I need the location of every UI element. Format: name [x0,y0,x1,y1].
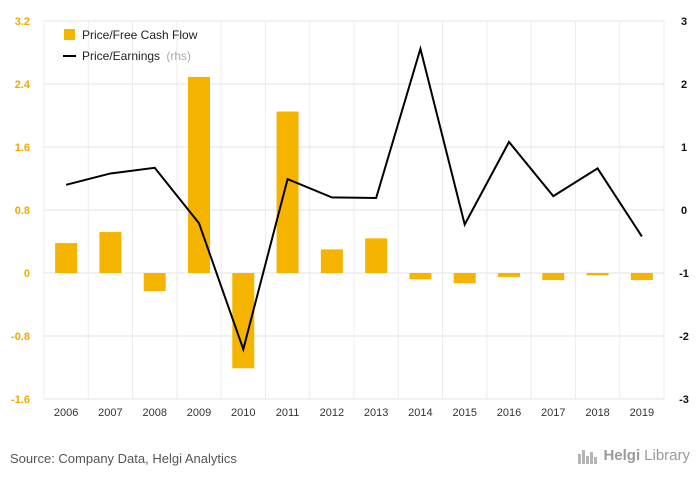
y-right-tick-label: 0 [681,205,687,217]
bar-2019 [630,273,653,281]
y-right-tick-label: 3 [681,16,687,28]
x-tick-label: 2016 [497,407,521,419]
y-left-axis: 3.2 2.4 1.6 0.8 0 -0.8 -1.6 [11,16,31,406]
bar-2017 [542,273,565,281]
bar-2011 [276,111,299,273]
legend-swatch-price-fcf [64,29,75,40]
bar-2006 [55,243,78,273]
y-right-axis: 3 2 1 0 -1 -2 -3 [679,16,689,406]
helgi-library-logo: Helgi Library [577,447,690,464]
x-tick-label: 2007 [98,407,122,419]
y-left-tick-label: 3.2 [15,16,30,28]
source-note: Source: Company Data, Helgi Analytics [10,451,237,466]
bar-2015 [453,273,476,284]
legend: Price/Free Cash Flow Price/Earnings (rhs… [63,28,198,63]
y-right-tick-label: 1 [681,142,687,154]
y-left-tick-label: 0.8 [15,205,30,217]
y-left-tick-label: 2.4 [15,79,31,91]
city-skyline-icon [578,449,598,464]
y-right-tick-label: -2 [679,331,689,343]
x-tick-label: 2009 [187,407,211,419]
y-left-tick-label: -0.8 [11,331,30,343]
x-tick-label: 2019 [630,407,654,419]
logo-text-a: Helgi [603,447,641,464]
bar-2008 [143,273,166,292]
line-path-price-earnings [65,44,643,353]
x-tick-label: 2015 [452,407,476,419]
logo-text-b: Library [644,447,690,464]
grid-lines [43,20,665,400]
y-right-tick-label: -1 [679,268,689,280]
bar-2018 [586,273,609,276]
x-tick-label: 2017 [541,407,565,419]
bar-2009 [188,76,210,273]
legend-label-price-fcf: Price/Free Cash Flow [82,28,198,42]
bar-2007 [99,232,122,273]
y-left-tick-label: -1.6 [11,394,30,406]
y-right-tick-label: -3 [679,394,689,406]
x-axis: 2006 2007 2008 2009 2010 2011 2012 2013 2014 2015… [54,407,654,419]
x-tick-label: 2018 [585,407,609,419]
x-tick-label: 2012 [320,407,344,419]
y-left-tick-label: 0 [24,268,30,280]
x-tick-label: 2014 [408,407,432,419]
bar-2014 [409,273,432,280]
bar-2013 [365,238,388,273]
bar-2012 [320,249,343,273]
x-tick-label: 2013 [364,407,388,419]
bar-series-price-fcf [55,76,653,369]
line-series-price-earnings [65,44,643,353]
x-tick-label: 2006 [54,407,78,419]
y-right-tick-label: 2 [681,79,687,91]
x-tick-label: 2008 [142,407,166,419]
x-tick-label: 2010 [231,407,255,419]
x-tick-label: 2011 [276,407,300,419]
bar-2016 [498,273,520,277]
legend-label-price-earnings: Price/Earnings (rhs) [82,49,191,63]
y-left-tick-label: 1.6 [15,142,30,154]
bar-2010 [232,273,255,369]
